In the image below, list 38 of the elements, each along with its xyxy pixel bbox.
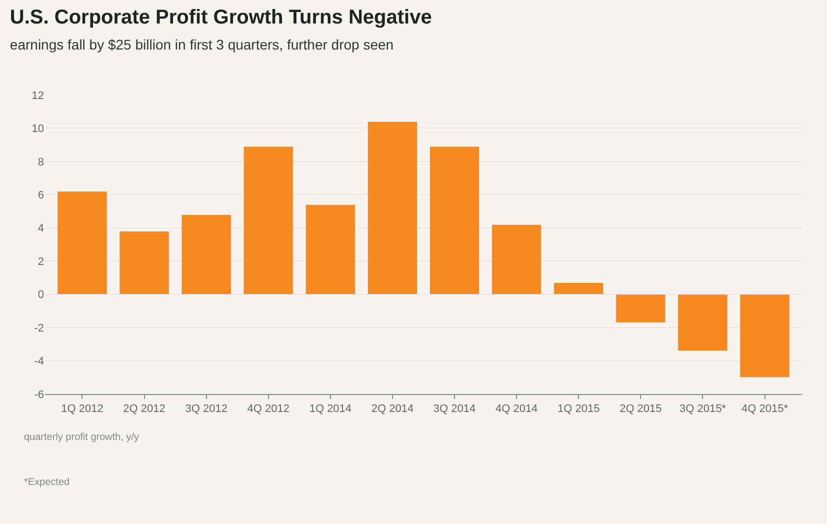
bar	[429, 146, 480, 295]
y-tick-label: 8	[38, 156, 44, 168]
x-tick-label: 3Q 2015*	[679, 403, 727, 416]
chart-subtitle: earnings fall by $25 billion in first 3 quarters, further drop seen	[10, 36, 394, 53]
x-tick-label: 2Q 2012	[123, 403, 166, 416]
bar	[243, 146, 294, 295]
x-tick-label: 2Q 2015	[620, 403, 662, 416]
x-tick-label: 3Q 2012	[185, 403, 228, 416]
y-tick-label: 0	[38, 289, 44, 302]
y-tick-label: 2	[38, 256, 44, 268]
x-tick-label: 3Q 2014	[433, 403, 476, 416]
bar	[305, 204, 356, 295]
y-tick-label: -6	[34, 388, 44, 401]
bar	[119, 230, 170, 295]
y-tick-label: 10	[32, 123, 44, 136]
bar	[367, 121, 418, 295]
x-tick-label: 2Q 2014	[371, 403, 414, 416]
text: quarterly profit growth, y/y	[24, 432, 140, 443]
x-tick-label: 4Q 2015*	[742, 403, 789, 416]
chart-title: U.S. Corporate Profit Growth Turns Negative	[10, 6, 432, 29]
bar	[554, 282, 604, 295]
text: *Expected	[24, 477, 70, 488]
x-tick-label: 1Q 2015	[558, 403, 600, 416]
bar	[740, 294, 790, 378]
y-tick-label: 6	[38, 190, 44, 202]
bar	[181, 214, 232, 295]
x-tick-label: 4Q 2012	[247, 403, 290, 416]
x-tick-label: 4Q 2014	[495, 403, 538, 416]
y-tick-label: -4	[34, 356, 44, 368]
bar	[616, 294, 666, 323]
bar	[492, 224, 542, 295]
x-tick-label: 1Q 2014	[309, 403, 352, 416]
bar	[57, 191, 108, 295]
x-tick-label: 1Q 2012	[61, 403, 104, 416]
y-tick-label: -2	[34, 322, 44, 334]
y-tick-label: 4	[38, 222, 44, 235]
bar	[678, 294, 728, 352]
y-tick-label: 12	[32, 90, 44, 102]
